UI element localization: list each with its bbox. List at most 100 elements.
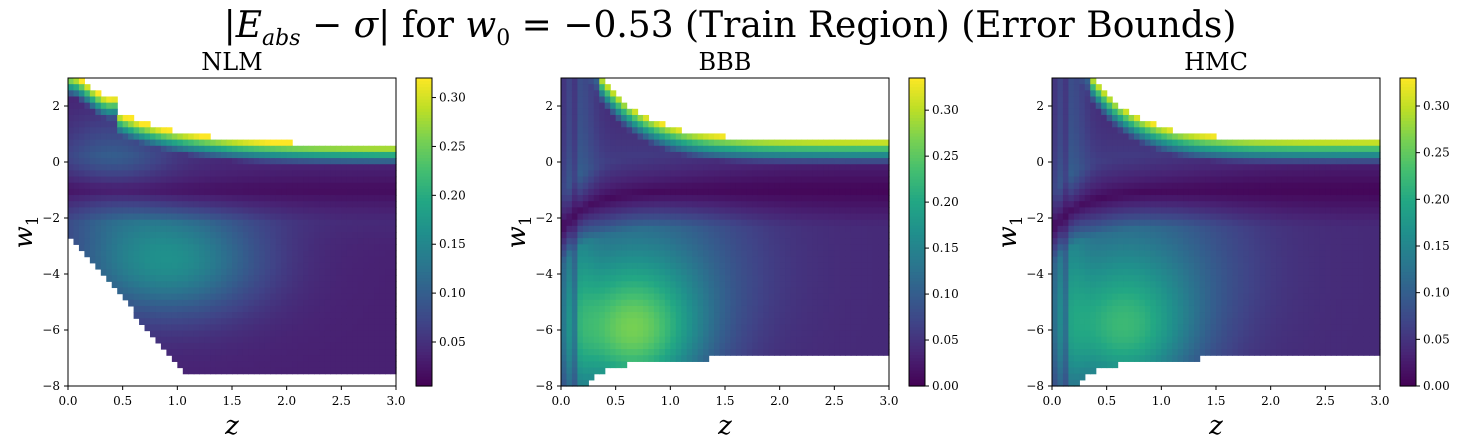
heatmap-cell	[335, 367, 342, 375]
heatmap-cell	[1062, 299, 1069, 307]
heatmap-cell	[686, 244, 693, 252]
heatmap-cell	[308, 244, 315, 252]
heatmap-cell	[752, 195, 759, 202]
heatmap-cell	[763, 225, 770, 233]
heatmap-cell	[801, 287, 808, 295]
heatmap-cell	[714, 268, 721, 276]
heatmap-cell	[561, 195, 568, 202]
heatmap-cell	[1073, 176, 1080, 184]
heatmap-cell	[610, 361, 617, 369]
heatmap-cell	[111, 201, 118, 208]
heatmap-cell	[615, 170, 622, 178]
heatmap-cell	[867, 207, 874, 215]
heatmap-cell	[232, 250, 239, 258]
heatmap-cell	[232, 275, 239, 282]
heatmap-cell	[796, 312, 803, 319]
heatmap-cell	[637, 201, 644, 208]
heatmap-cell	[828, 312, 835, 319]
heatmap-cell	[637, 164, 644, 171]
heatmap-cell	[177, 355, 184, 362]
heatmap-cell	[84, 188, 91, 196]
heatmap-cells	[561, 78, 890, 387]
heatmap-cell	[171, 238, 178, 245]
heatmap-cell	[221, 275, 228, 282]
heatmap-cell	[637, 349, 644, 356]
heatmap-cell	[850, 281, 857, 289]
heatmap-cell	[817, 342, 824, 350]
heatmap-cell	[122, 145, 129, 153]
heatmap-cell	[697, 207, 704, 215]
heatmap-cell	[599, 114, 606, 122]
heatmap-cell	[368, 158, 375, 165]
heatmap-cell	[221, 213, 228, 221]
colorbar-step	[416, 78, 432, 82]
heatmap-cell	[275, 164, 282, 171]
heatmap-cell	[182, 355, 189, 362]
heatmap-cell	[210, 201, 217, 208]
heatmap-cell	[675, 182, 682, 190]
heatmap-cell	[106, 102, 113, 110]
heatmap-cell	[341, 281, 348, 289]
heatmap-cell	[774, 201, 781, 208]
heatmap-cell	[867, 182, 874, 190]
heatmap-cell	[171, 195, 178, 202]
heatmap-cell	[150, 139, 157, 147]
heatmap-cell	[204, 281, 211, 289]
heatmap-cell	[593, 275, 600, 282]
heatmap-cell	[128, 201, 135, 208]
heatmap-cell	[237, 195, 244, 202]
heatmap-cell	[577, 287, 584, 295]
heatmap-cell	[363, 164, 370, 171]
heatmap-cell	[210, 367, 217, 375]
heatmap-cell	[215, 299, 222, 307]
heatmap-cell	[106, 121, 113, 128]
heatmap-cell	[177, 238, 184, 245]
y-tick-label: 0	[545, 155, 553, 169]
colorbar-step	[909, 158, 925, 162]
heatmap-cell	[73, 127, 80, 135]
heatmap-cell	[719, 232, 726, 239]
heatmap-cell	[741, 268, 748, 276]
heatmap-cell	[653, 127, 660, 135]
heatmap-cell	[111, 219, 118, 227]
heatmap-cell	[566, 151, 573, 159]
heatmap-cell	[188, 219, 195, 227]
heatmap-cell	[128, 207, 135, 215]
heatmap-cell	[182, 225, 189, 233]
heatmap-cell	[199, 201, 206, 208]
heatmap-cell	[193, 133, 200, 141]
heatmap-cell	[643, 330, 650, 338]
heatmap-cell	[237, 182, 244, 190]
heatmap-cell	[746, 164, 753, 171]
heatmap-cell	[150, 275, 157, 282]
heatmap-cell	[308, 281, 315, 289]
heatmap-cell	[653, 182, 660, 190]
heatmap-cell	[264, 188, 271, 196]
heatmap-cell	[68, 176, 75, 184]
heatmap-cell	[719, 213, 726, 221]
heatmap-cell	[363, 244, 370, 252]
heatmap-cell	[692, 139, 699, 147]
heatmap-cell	[253, 219, 260, 227]
heatmap-cell	[270, 287, 277, 295]
heatmap-cell	[599, 262, 606, 270]
heatmap-cell	[670, 299, 677, 307]
heatmap-cell	[292, 207, 299, 215]
heatmap-cell	[801, 275, 808, 282]
heatmap-cell	[708, 349, 715, 356]
heatmap-cell	[719, 305, 726, 313]
heatmap-cell	[561, 275, 568, 282]
heatmap-cell	[390, 318, 397, 325]
heatmap-cell	[341, 262, 348, 270]
heatmap-cell	[741, 225, 748, 233]
heatmap-cell	[763, 349, 770, 356]
heatmap-cell	[670, 176, 677, 184]
heatmap-cell	[632, 158, 639, 165]
heatmap-cell	[856, 238, 863, 245]
heatmap-cell	[708, 176, 715, 184]
heatmap-cell	[1062, 232, 1069, 239]
heatmap-cell	[812, 195, 819, 202]
heatmap-cell	[335, 164, 342, 171]
heatmap-cell	[330, 355, 337, 362]
heatmap-cell	[73, 90, 80, 98]
